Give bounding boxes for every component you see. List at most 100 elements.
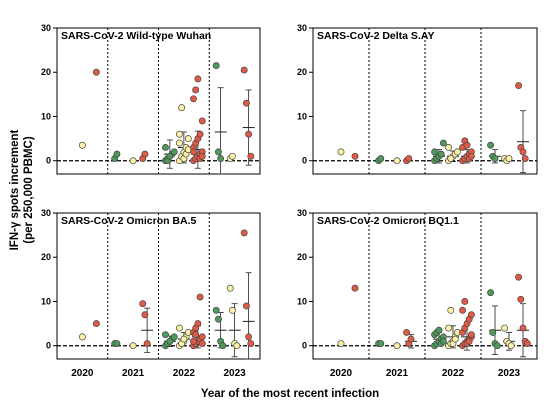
data-point-yellow bbox=[337, 148, 345, 156]
data-point-red bbox=[467, 152, 475, 160]
data-point-green bbox=[491, 155, 499, 162]
panel-3: 0 10 20 30 SARS-CoV-2 Omicron BA.5 bbox=[41, 208, 261, 360]
data-point-green bbox=[493, 342, 501, 350]
data-point-green bbox=[439, 139, 447, 147]
data-point-red bbox=[198, 117, 206, 125]
data-point-yellow bbox=[184, 135, 192, 143]
x-axis-label: Year of the most recent infection bbox=[201, 388, 379, 400]
data-point-red bbox=[351, 152, 359, 160]
data-point-red bbox=[190, 95, 197, 103]
y-axis-label-line2: (per 250,000 PBMC) bbox=[23, 136, 35, 244]
data-point-red bbox=[351, 284, 359, 292]
data-point-green bbox=[212, 62, 220, 70]
data-point-red bbox=[196, 293, 204, 301]
data-point-red bbox=[143, 340, 151, 347]
data-point-green bbox=[166, 152, 174, 160]
data-point-yellow bbox=[78, 141, 86, 149]
y-axis-label: IFN-γ spots increment (per 250,000 PBMC) bbox=[9, 129, 35, 250]
data-point-yellow bbox=[180, 335, 188, 343]
data-point-green bbox=[217, 155, 225, 162]
data-point-red bbox=[403, 329, 411, 336]
data-point-red bbox=[141, 150, 149, 158]
y-axis-label-line1: IFN-γ spots increment bbox=[9, 129, 21, 250]
panel-title: SARS-CoV-2 Wild-type Wuhan bbox=[61, 30, 211, 42]
data-point-red bbox=[198, 152, 206, 160]
category-label-2021: 2021 bbox=[122, 368, 145, 379]
data-point-red bbox=[198, 340, 206, 347]
data-point-yellow bbox=[505, 155, 513, 162]
data-point-red bbox=[515, 82, 523, 89]
data-point-yellow bbox=[176, 324, 183, 332]
data-point-green bbox=[487, 141, 495, 149]
data-point-red bbox=[247, 152, 255, 160]
data-point-green bbox=[214, 315, 222, 323]
data-point-red bbox=[141, 311, 149, 319]
data-point-yellow bbox=[337, 340, 345, 347]
y-tick-label: 20 bbox=[41, 252, 51, 262]
data-point-red bbox=[247, 340, 255, 347]
data-point-red bbox=[242, 302, 250, 310]
y-tick-label: 10 bbox=[297, 111, 307, 121]
category-label-2021: 2021 bbox=[386, 368, 409, 379]
data-point-red bbox=[467, 331, 475, 339]
data-point-red bbox=[465, 337, 473, 345]
data-point-red bbox=[463, 141, 471, 149]
data-point-red bbox=[523, 340, 531, 347]
data-point-yellow bbox=[447, 306, 455, 314]
data-point-red bbox=[194, 320, 202, 328]
panel-title: SARS-CoV-2 Omicron BQ1.1 bbox=[317, 215, 459, 227]
data-point-yellow bbox=[233, 342, 241, 350]
data-point-yellow bbox=[447, 155, 455, 162]
y-tick-label: 20 bbox=[297, 252, 307, 262]
data-point-red bbox=[192, 86, 200, 94]
data-point-yellow bbox=[178, 104, 186, 112]
data-point-red bbox=[190, 337, 197, 345]
panels-layer: 0 10 20 30 SARS-CoV-2 Wild-type Wuhan 0 10 20 30… bbox=[41, 23, 538, 360]
data-point-green bbox=[113, 340, 121, 347]
data-point-red bbox=[194, 75, 202, 83]
data-point-green bbox=[113, 150, 121, 158]
data-point-yellow bbox=[176, 130, 183, 138]
data-point-green bbox=[435, 326, 443, 334]
data-point-yellow bbox=[129, 157, 137, 165]
y-tick-label: 30 bbox=[297, 23, 307, 33]
data-point-red bbox=[461, 298, 469, 305]
data-point-green bbox=[212, 306, 220, 314]
data-point-green bbox=[219, 342, 227, 350]
y-tick-label: 30 bbox=[297, 208, 307, 218]
panel-title: SARS-CoV-2 Delta S.AY bbox=[317, 30, 434, 42]
y-tick-label: 10 bbox=[297, 296, 307, 306]
data-point-yellow bbox=[226, 284, 234, 292]
y-tick-label: 0 bbox=[46, 156, 51, 166]
data-point-yellow bbox=[393, 342, 401, 350]
y-tick-label: 30 bbox=[41, 208, 51, 218]
y-tick-label: 10 bbox=[41, 111, 51, 121]
data-point-green bbox=[166, 337, 174, 345]
data-point-green bbox=[162, 331, 169, 339]
data-point-red bbox=[467, 311, 475, 319]
data-point-red bbox=[521, 155, 529, 162]
data-point-green bbox=[487, 289, 495, 297]
data-point-red bbox=[192, 331, 200, 339]
y-tick-label: 30 bbox=[41, 23, 51, 33]
data-point-yellow bbox=[228, 306, 236, 314]
data-point-red bbox=[92, 320, 100, 328]
data-point-red bbox=[519, 324, 527, 332]
data-point-yellow bbox=[451, 335, 459, 343]
data-point-red bbox=[240, 66, 248, 74]
data-point-yellow bbox=[507, 342, 515, 350]
y-tick-label: 0 bbox=[302, 156, 307, 166]
data-point-red bbox=[515, 273, 523, 281]
category-label-2022: 2022 bbox=[442, 368, 465, 379]
data-point-red bbox=[92, 68, 100, 76]
y-tick-label: 0 bbox=[302, 341, 307, 351]
y-tick-label: 10 bbox=[41, 296, 51, 306]
data-point-red bbox=[240, 229, 248, 237]
data-point-yellow bbox=[453, 148, 461, 156]
data-point-red bbox=[190, 148, 197, 156]
data-point-red bbox=[245, 333, 253, 341]
data-point-green bbox=[439, 337, 447, 345]
data-point-green bbox=[377, 340, 385, 347]
data-point-red bbox=[517, 295, 525, 303]
